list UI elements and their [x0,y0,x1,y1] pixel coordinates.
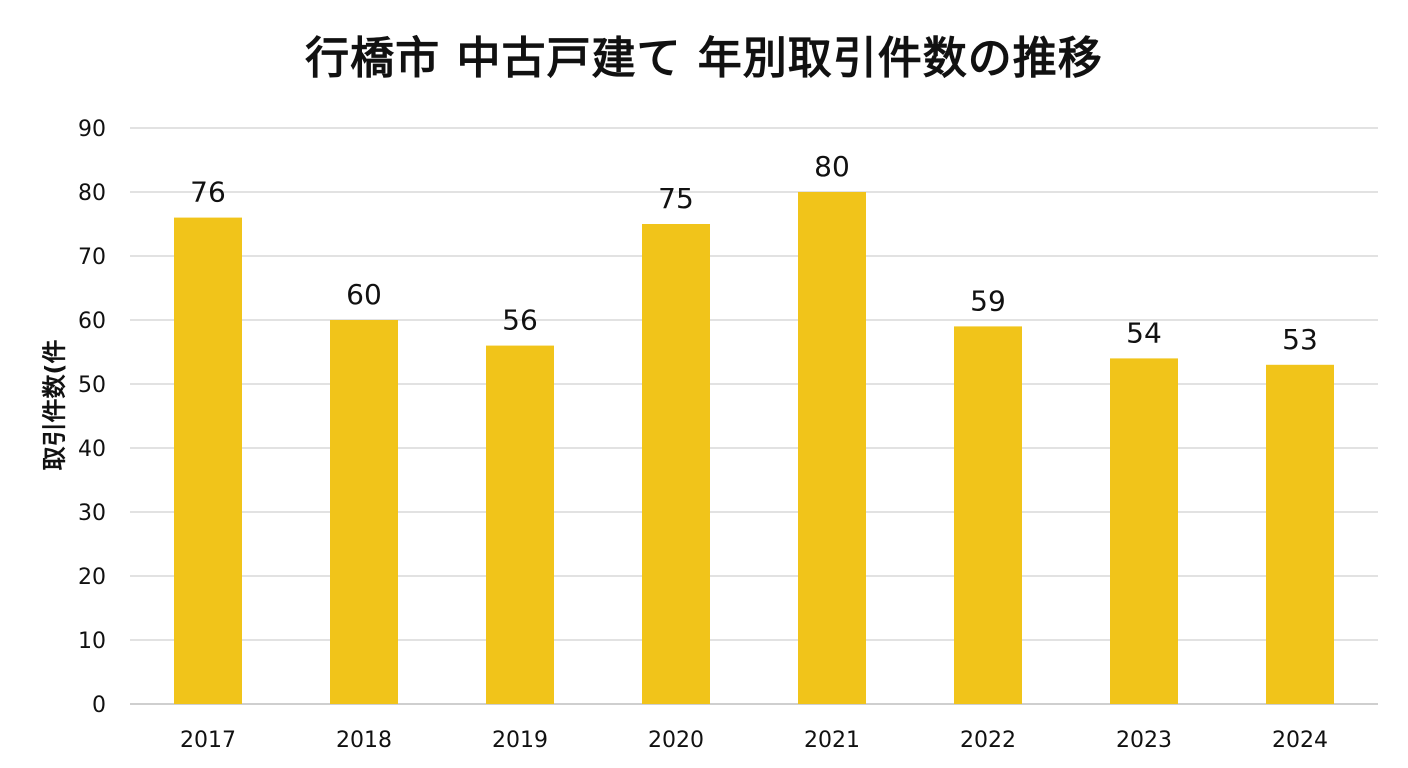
data-label: 80 [814,150,850,183]
y-tick-label: 40 [78,437,106,462]
data-label: 53 [1282,323,1318,356]
x-tick-label: 2017 [180,728,236,753]
x-tick-label: 2024 [1272,728,1328,753]
data-label: 54 [1126,316,1162,349]
data-label: 56 [502,304,538,337]
data-label: 59 [970,284,1006,317]
bar [1110,358,1178,704]
bar [642,224,710,704]
data-label: 75 [658,182,694,215]
y-tick-label: 10 [78,629,106,654]
bar [486,345,554,704]
data-label: 76 [190,176,226,209]
bar [954,326,1022,704]
y-tick-label: 60 [78,309,106,334]
bar [174,217,242,704]
x-tick-label: 2019 [492,728,548,753]
chart-title: 行橋市 中古戸建て 年別取引件数の推移 [305,33,1103,84]
bar [798,192,866,704]
bar [1266,364,1334,704]
y-tick-label: 20 [78,565,106,590]
data-label: 60 [346,278,382,311]
y-tick-label: 50 [78,373,106,398]
bar [330,320,398,704]
y-tick-label: 30 [78,501,106,526]
y-tick-label: 80 [78,181,106,206]
y-tick-label: 90 [78,117,106,142]
x-tick-label: 2018 [336,728,392,753]
x-tick-label: 2020 [648,728,704,753]
x-tick-label: 2023 [1116,728,1172,753]
y-tick-label: 70 [78,245,106,270]
y-tick-label: 0 [92,693,106,718]
x-tick-label: 2021 [804,728,860,753]
x-tick-label: 2022 [960,728,1016,753]
